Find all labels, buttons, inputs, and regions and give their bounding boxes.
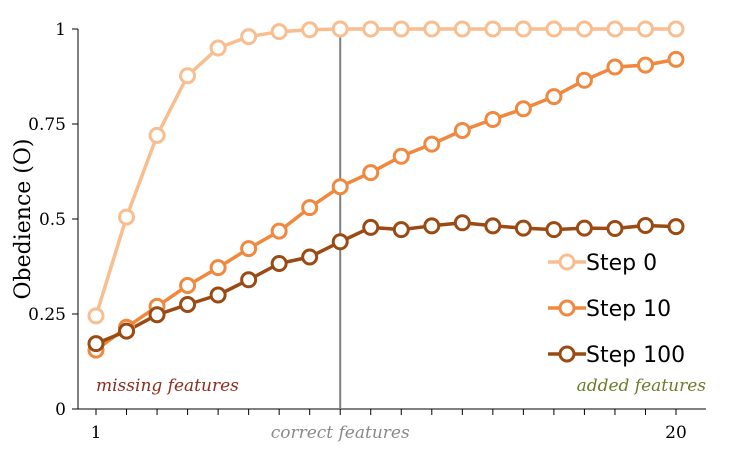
data-point: [270, 23, 288, 41]
y-tick-label: 1: [55, 20, 66, 40]
x-tick-label: 1: [91, 423, 102, 443]
data-point: [301, 248, 319, 266]
data-point: [484, 20, 502, 38]
data-point: [484, 217, 502, 235]
data-point: [453, 121, 471, 139]
data-point: [545, 88, 563, 106]
data-point: [514, 100, 532, 118]
data-point: [331, 178, 349, 196]
data-point: [575, 71, 593, 89]
data-point: [240, 240, 258, 258]
data-point: [362, 20, 380, 38]
data-point: [148, 306, 166, 324]
data-point: [209, 39, 227, 57]
data-point: [545, 221, 563, 239]
data-point: [667, 50, 685, 68]
data-point: [118, 208, 136, 226]
legend-label: Step 0: [586, 251, 657, 276]
missing-features-label: missing features: [96, 376, 239, 396]
labels-layer: Obedience (O) correct features missing fea…: [11, 139, 706, 443]
data-point: [209, 286, 227, 304]
data-point: [240, 28, 258, 46]
data-point: [667, 218, 685, 236]
data-point: [453, 20, 471, 38]
series-layer: [87, 20, 685, 359]
data-point: [392, 147, 410, 165]
data-point: [240, 271, 258, 289]
y-tick-label: 0.5: [39, 210, 66, 230]
added-features-label: added features: [577, 376, 707, 396]
data-point: [606, 58, 624, 76]
y-tick-label: 0: [55, 400, 66, 420]
data-point: [301, 21, 319, 39]
data-point: [362, 164, 380, 182]
data-point: [179, 277, 197, 294]
data-point: [179, 296, 197, 313]
axes-layer: 0 0.25 0.5 0.75 1 1 20: [28, 20, 706, 443]
legend-marker: [558, 253, 576, 271]
data-point: [423, 20, 441, 38]
legend-label: Step 100: [586, 343, 685, 368]
data-point: [392, 20, 410, 38]
data-point: [362, 218, 380, 236]
data-point: [209, 259, 227, 277]
x-tick-label: 20: [665, 423, 687, 443]
data-point: [179, 67, 197, 85]
data-point: [392, 221, 410, 239]
data-point: [667, 20, 685, 38]
data-point: [423, 217, 441, 235]
data-point: [606, 20, 624, 38]
legend-layer: Step 0 Step 10 Step 100: [548, 251, 685, 368]
y-tick-label: 0.25: [28, 305, 66, 325]
y-tick-label: 0.75: [28, 115, 66, 135]
legend-label: Step 10: [586, 297, 671, 322]
correct-features-label: correct features: [271, 423, 410, 443]
data-point: [606, 220, 624, 237]
data-point: [484, 110, 502, 128]
data-point: [514, 219, 532, 237]
data-point: [118, 322, 136, 340]
data-point: [423, 135, 441, 153]
data-point: [148, 126, 166, 144]
data-point: [636, 216, 654, 234]
data-point: [575, 219, 593, 237]
data-point: [545, 20, 563, 38]
data-point: [331, 233, 349, 251]
legend-marker: [558, 299, 576, 317]
legend-marker: [558, 345, 576, 363]
data-point: [87, 335, 105, 353]
data-point: [331, 20, 349, 38]
data-point: [87, 307, 105, 325]
y-axis-title: Obedience (O): [11, 139, 36, 300]
data-point: [270, 254, 288, 272]
data-point: [270, 222, 288, 240]
data-point: [514, 20, 532, 38]
data-point: [453, 214, 471, 232]
data-point: [575, 20, 593, 38]
data-point: [301, 199, 319, 217]
data-point: [636, 56, 654, 74]
data-point: [636, 20, 654, 38]
